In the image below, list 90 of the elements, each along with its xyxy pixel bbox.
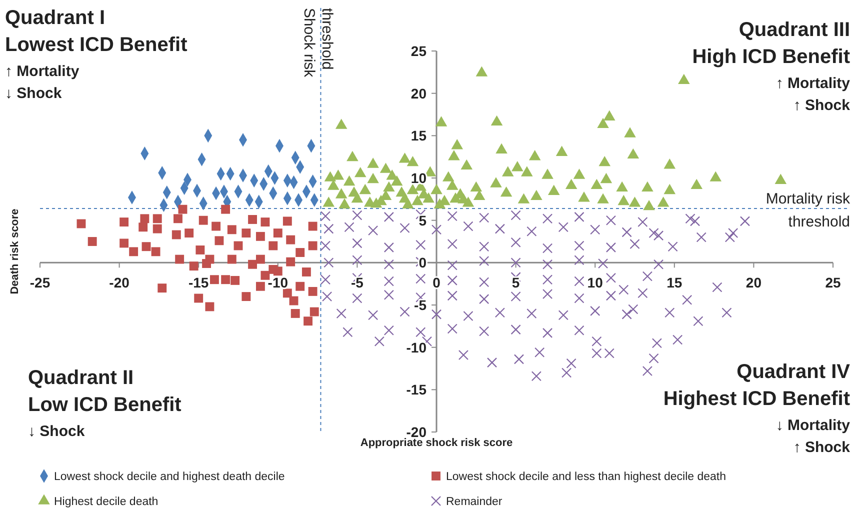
annotation: Quadrant I Lowest ICD Benefit ↑ Mortality ↓ Shock [5,7,188,102]
point [256,282,265,291]
point [221,275,230,284]
point [172,230,181,240]
point [196,245,205,254]
point [308,222,318,231]
point [198,216,208,225]
point [184,228,194,238]
point [140,214,150,224]
point [286,257,296,266]
point [268,241,278,250]
point [248,215,257,224]
point [175,254,184,264]
x-tick-label: 5 [512,274,520,291]
legend-label: Remainder [446,496,502,508]
x-tick-label: 15 [666,274,682,291]
annotation: Quadrant IV Highest ICD Benefit ↓ Mortality ↑ Shock [663,361,851,456]
x-tick-label: -5 [350,274,364,291]
x-tick-label: 25 [825,274,841,291]
x-tick-label: 0 [432,274,441,291]
point [296,282,305,291]
x-tick-label: 10 [587,274,604,291]
point [210,275,219,284]
point [290,308,300,318]
annotation: Quadrant III High ICD Benefit ↑ Mortality ↑ Shock [692,19,851,114]
point [221,204,230,214]
y-tick-label: -15 [406,382,427,398]
point [282,216,292,226]
y-tick-label: -10 [406,339,427,356]
point [76,219,86,228]
point [242,228,251,238]
x-tick-label: -10 [268,274,288,291]
point [214,236,224,246]
point [234,241,243,250]
point [273,266,282,276]
point [151,247,160,256]
y-tick-label: 15 [410,128,427,144]
y-tick-label: 20 [410,85,427,102]
y-tick-label: 10 [410,170,427,186]
y-axis-title: Death risk score [9,208,21,294]
legend-label: Lowest shock decile and highest death decile [54,471,285,483]
point [256,254,265,264]
ref-line-label: Shock risk threshold [300,8,336,78]
point [308,286,318,296]
point [120,218,129,226]
point [129,247,138,256]
point [158,284,167,293]
point [304,316,313,326]
point [205,254,214,264]
point [120,238,129,248]
point [273,228,282,238]
point [256,232,265,241]
point [248,260,257,269]
legend-label: Highest decile death [54,496,158,508]
y-tick-label: -5 [414,297,427,313]
point [242,292,251,302]
point [282,288,292,298]
annotation: Quadrant II Low ICD Benefit ↓ Shock [28,367,182,440]
point [174,214,182,224]
point [178,204,188,214]
x-tick-label: 20 [746,274,762,291]
point [88,237,97,246]
point [289,296,298,306]
point [308,241,318,250]
point [230,276,240,285]
x-tick-label: -15 [188,274,209,291]
point [189,262,198,271]
point [302,268,311,276]
legend-label: Lowest shock decile and less than highest decile death [446,471,726,483]
y-tick-label: 5 [418,212,427,228]
point [260,270,270,280]
point [142,242,151,252]
point [152,214,162,224]
point [286,235,296,244]
point [227,254,236,264]
point [260,218,270,226]
y-tick-label: -20 [406,424,427,440]
point [205,302,214,312]
point [212,222,221,231]
point [152,224,162,234]
point [296,248,305,257]
point [310,307,319,316]
y-tick-label: 25 [410,43,427,59]
ref-line-label: Mortality risk threshold [766,190,850,230]
x-tick-label: -20 [109,274,130,291]
point [194,294,204,303]
point [138,222,148,232]
x-tick-label: -25 [30,274,50,291]
x-axis-title: Appropriate shock risk score [360,437,513,449]
point [227,225,236,234]
